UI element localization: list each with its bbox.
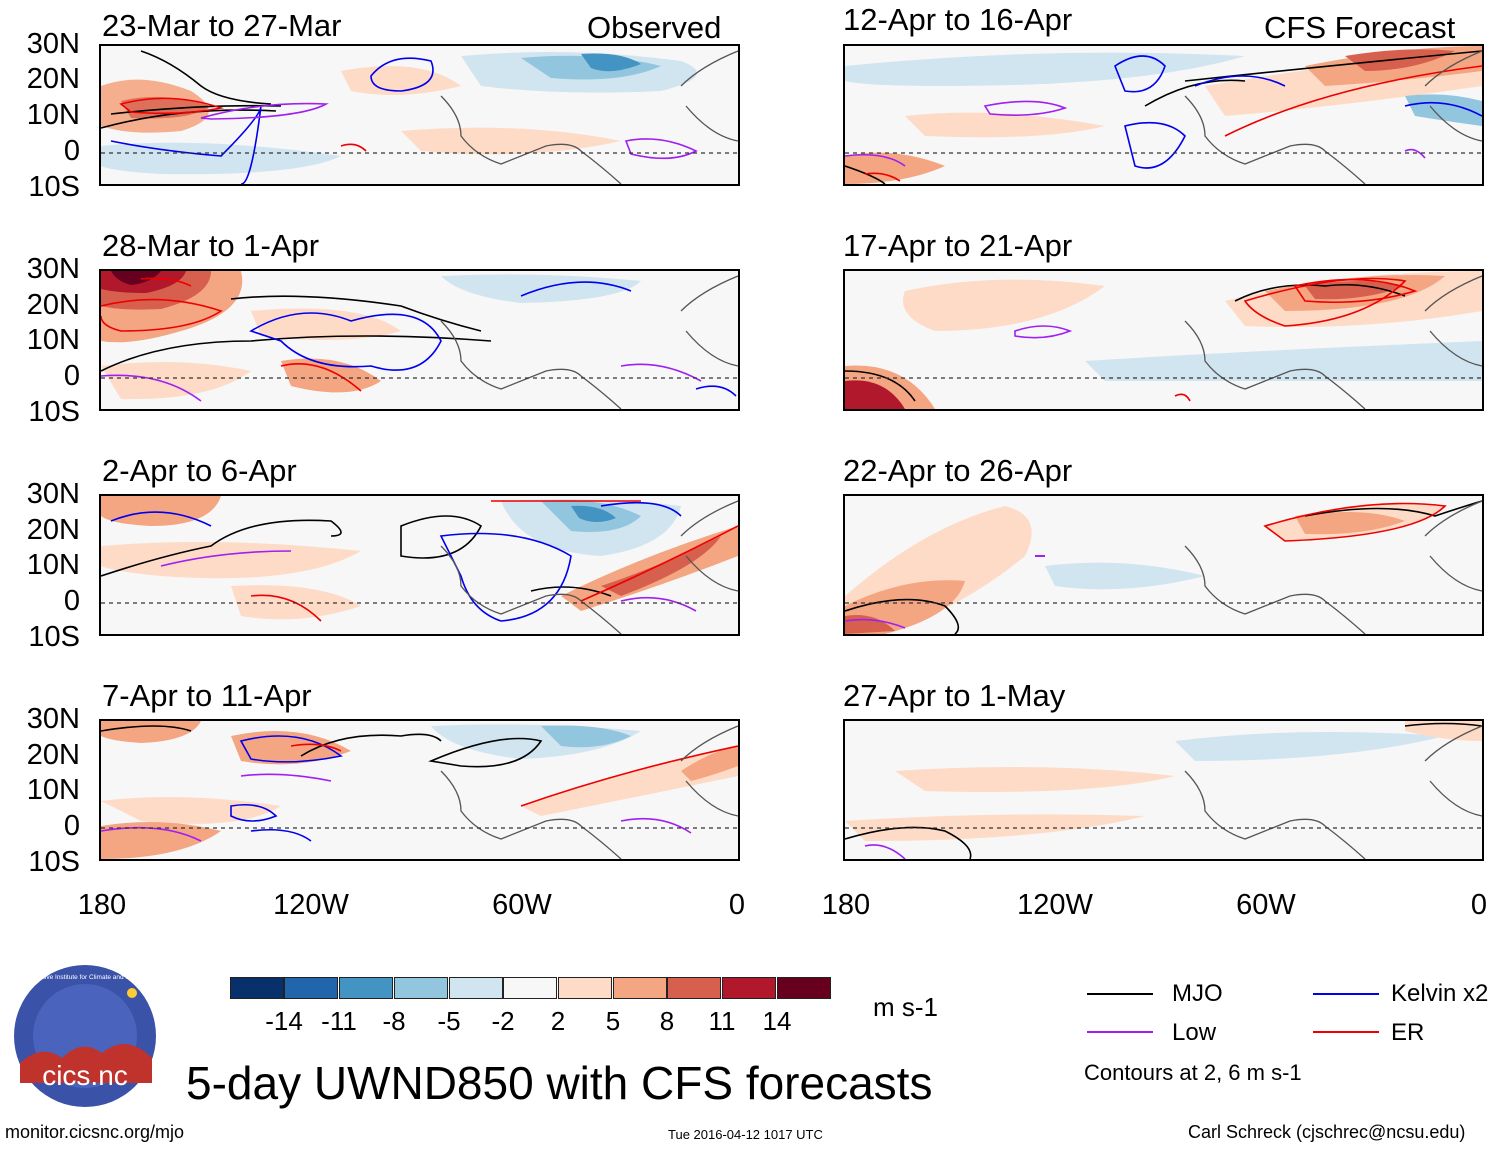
logo-ring-text: Cooperative Institute for Climate and Sa… <box>18 974 152 981</box>
lat-label: 10N <box>26 324 80 356</box>
colorbar-label: -11 <box>321 1006 357 1036</box>
lon-label: 0 <box>728 889 746 921</box>
lat-label: 20N <box>26 289 80 321</box>
lon-label: 60W <box>1236 889 1296 921</box>
colorbar-swatch <box>722 977 776 999</box>
legend-label-er: ER <box>1391 1019 1425 1046</box>
map-panel <box>843 44 1484 186</box>
colorbar-swatch <box>284 977 338 999</box>
lat-label: 30N <box>26 703 80 735</box>
lon-label: 120W <box>273 889 349 921</box>
panel-title-right-2: 17-Apr to 21-Apr <box>843 228 1073 263</box>
legend-note: Contours at 2, 6 m s-1 <box>1084 1060 1302 1085</box>
lon-label: 180 <box>77 889 127 921</box>
map-panel <box>843 269 1484 411</box>
colorbar-swatch <box>339 977 393 999</box>
lat-label: 10N <box>26 99 80 131</box>
colorbar-label: 14 <box>762 1006 792 1036</box>
lon-label: 0 <box>1470 889 1488 921</box>
map-panel <box>843 494 1484 636</box>
legend-line-mjo <box>1087 993 1153 995</box>
colorbar-label: 8 <box>659 1006 675 1036</box>
colorbar-swatch <box>613 977 667 999</box>
footer-timestamp: Tue 2016-04-12 1017 UTC <box>668 1127 823 1142</box>
colorbar-swatch <box>394 977 448 999</box>
lat-label: 10S <box>28 396 80 428</box>
map-panel <box>99 494 740 636</box>
observed-label: Observed <box>587 10 722 45</box>
footer-author: Carl Schreck (cjschrec@ncsu.edu) <box>1188 1122 1466 1142</box>
lat-label: 20N <box>26 63 80 95</box>
panel-title-left-2: 28-Mar to 1-Apr <box>102 228 320 263</box>
lat-label: 0 <box>63 360 80 392</box>
map-panel <box>843 719 1484 861</box>
main-title: 5-day UWND850 with CFS forecasts <box>186 1057 933 1109</box>
lon-label: 180 <box>821 889 871 921</box>
lon-label: 60W <box>492 889 552 921</box>
lat-label: 20N <box>26 739 80 771</box>
map-panel <box>99 269 740 411</box>
colorbar-label: -8 <box>382 1006 406 1036</box>
lat-label: 30N <box>26 28 80 60</box>
lat-label: 10N <box>26 774 80 806</box>
logo-text: cics.nc <box>42 1060 128 1091</box>
panel-title-left-3: 2-Apr to 6-Apr <box>102 453 297 488</box>
lat-label: 30N <box>26 478 80 510</box>
panel-title-right-3: 22-Apr to 26-Apr <box>843 453 1073 488</box>
legend-label-kelvin: Kelvin x2 <box>1391 980 1489 1007</box>
map-panel <box>99 719 740 861</box>
legend-line-er <box>1313 1031 1379 1033</box>
legend-line-kelvin <box>1313 993 1379 995</box>
lat-label: 0 <box>63 585 80 617</box>
legend-line-low <box>1087 1031 1153 1033</box>
colorbar-label: -2 <box>491 1006 515 1036</box>
lat-label: 10S <box>28 171 80 203</box>
panel-title-left-4: 7-Apr to 11-Apr <box>102 678 312 713</box>
colorbar-swatch <box>667 977 721 999</box>
colorbar-swatch <box>230 977 284 999</box>
panel-title-left-1: 23-Mar to 27-Mar <box>102 8 342 43</box>
colorbar-units: m s-1 <box>873 992 938 1022</box>
colorbar-label: 5 <box>605 1006 621 1036</box>
legend-label-low: Low <box>1172 1019 1217 1046</box>
footer-url: monitor.cicsnc.org/mjo <box>5 1122 185 1142</box>
colorbar-swatch <box>558 977 612 999</box>
colorbar-swatch <box>449 977 503 999</box>
lat-label: 10S <box>28 621 80 653</box>
colorbar-label: -14 <box>265 1006 303 1036</box>
forecast-label: CFS Forecast <box>1264 10 1456 45</box>
colorbar-label: 2 <box>550 1006 566 1036</box>
colorbar-label: 11 <box>708 1006 736 1036</box>
panel-title-right-1: 12-Apr to 16-Apr <box>843 2 1073 37</box>
lat-label: 0 <box>63 810 80 842</box>
lat-label: 10N <box>26 549 80 581</box>
lat-label: 30N <box>26 253 80 285</box>
lat-label: 20N <box>26 514 80 546</box>
panel-title-right-4: 27-Apr to 1-May <box>843 678 1066 713</box>
legend-label-mjo: MJO <box>1172 980 1223 1007</box>
lat-label: 10S <box>28 846 80 878</box>
cics-logo: cics.nc Cooperative Institute for Climat… <box>14 965 156 1107</box>
colorbar-swatch <box>777 977 831 999</box>
lat-label: 0 <box>63 135 80 167</box>
colorbar-swatch <box>503 977 557 999</box>
map-panel <box>99 44 740 186</box>
lon-label: 120W <box>1017 889 1093 921</box>
colorbar-label: -5 <box>437 1006 461 1036</box>
